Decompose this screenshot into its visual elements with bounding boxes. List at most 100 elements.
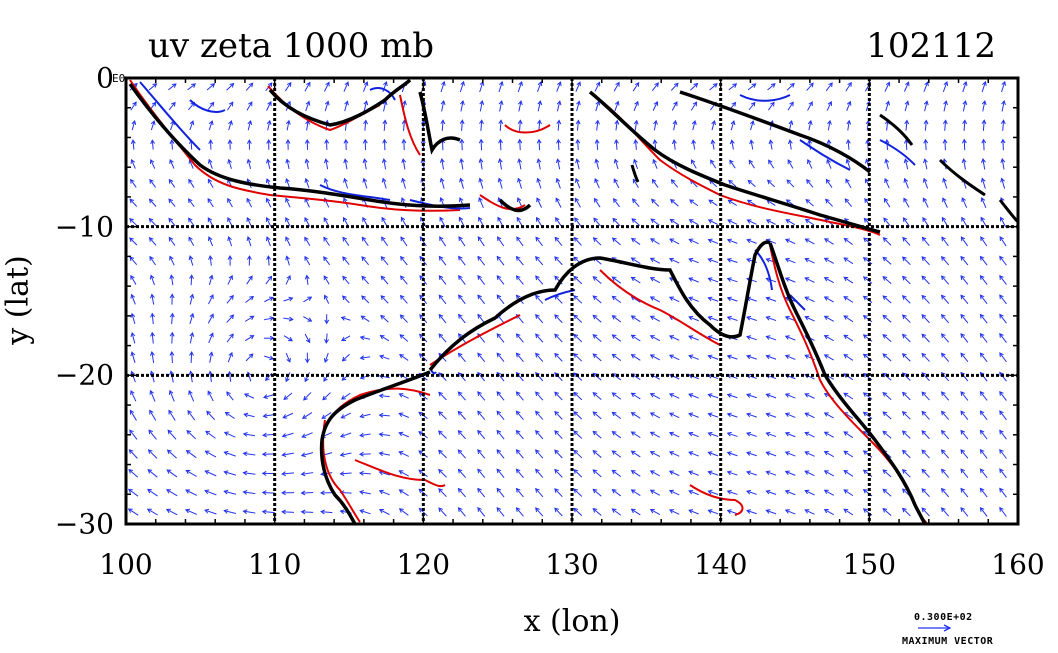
wind-vector [574,177,581,189]
wind-vector [611,450,622,458]
wind-vector [690,101,698,111]
wind-vector [358,470,371,476]
wind-vector [787,101,794,111]
wind-vector [515,352,524,362]
wind-vector [940,410,950,420]
wind-vector [398,451,410,457]
wind-vector [807,101,813,111]
wind-vector [285,197,291,208]
wind-vector [999,410,1007,421]
wind-vector [438,333,447,343]
wind-vector [726,451,738,457]
wind-vector [247,119,253,131]
wind-vector [669,238,680,245]
wind-vector [633,139,639,150]
wind-vector [168,236,176,246]
wind-vector [189,331,195,344]
wind-vector [746,451,757,457]
wind-vector [804,451,815,457]
wind-vector [399,314,408,323]
wind-vector [477,255,486,266]
wind-vector [498,138,503,151]
wind-vector [901,449,911,459]
wind-vector [823,315,834,322]
wind-vector [574,197,581,208]
wind-vector [380,256,389,266]
wind-vector [189,274,194,286]
wind-vector [555,216,562,227]
wind-vector [593,217,601,227]
wind-vector [979,313,988,324]
wind-vector [535,275,544,285]
wind-vector [167,83,177,91]
wind-vector [999,255,1007,266]
wind-vector [457,507,466,517]
wind-vector [1000,158,1006,170]
wind-vector [804,257,815,264]
wind-vector [304,274,310,285]
wind-vector [765,451,777,457]
wind-vector [942,119,948,131]
wind-vector [806,82,814,91]
wind-vector [765,412,777,418]
wind-vector [921,449,930,459]
wind-vector [149,409,157,421]
wind-vector [343,177,349,189]
wind-vector [147,488,158,497]
wind-vector [726,431,738,437]
wind-vector [535,314,544,324]
wind-vector [246,255,252,266]
wind-vector [535,294,544,304]
wind-vector [688,470,699,476]
wind-vector [575,138,581,150]
wind-vector [458,275,466,285]
wind-vector [245,295,255,303]
wind-vector [806,179,814,188]
wind-vector [882,334,892,343]
wind-vector [592,411,602,420]
wind-vector [266,119,272,131]
wind-vector [670,179,679,188]
wind-vector [668,509,680,515]
wind-vector [150,139,156,150]
x-tick-label: 160 [991,548,1045,581]
wind-vector [940,429,950,440]
wind-vector [207,217,214,227]
wind-vector [784,412,796,418]
wind-vector [265,197,272,208]
wind-vector [979,275,988,285]
wind-vector [592,353,602,362]
wind-vector [246,139,252,150]
wind-vector [940,391,950,401]
wind-vector [611,431,622,439]
wind-vector [187,409,196,421]
wind-vector [440,119,446,131]
wind-vector [805,198,814,207]
wind-vector [305,119,311,131]
wind-vector [730,120,736,131]
wind-vector [940,352,950,362]
wind-vector [438,255,447,266]
wind-vector [961,158,967,170]
wind-vector [592,469,602,478]
wind-vector [554,468,563,478]
wind-vector [535,429,544,440]
wind-vector [457,391,466,401]
wind-vector [515,507,524,517]
wind-vector [166,489,178,497]
wind-vector [904,119,910,131]
wind-vector [261,490,275,496]
wind-vector [999,236,1007,247]
wind-vector [498,119,504,131]
wind-vector [981,138,987,151]
wind-vector [300,452,314,458]
wind-vector [515,275,524,285]
wind-vector [652,100,659,111]
wind-vector [979,255,988,266]
wind-vector [981,80,987,93]
wind-vector [304,255,311,266]
wind-vector [921,468,930,478]
wind-vector [746,393,757,399]
